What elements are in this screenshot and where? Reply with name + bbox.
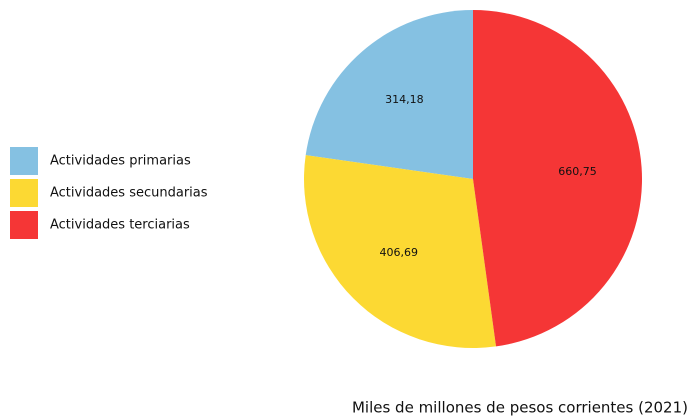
value-label: 314,18 <box>385 93 424 106</box>
pie-slice <box>473 10 643 347</box>
value-label: 406,69 <box>379 246 418 259</box>
legend-swatch <box>10 147 38 175</box>
legend-swatch <box>10 211 38 239</box>
pie-slice <box>305 10 473 179</box>
pie-slice <box>304 155 497 349</box>
legend-label: Actividades secundarias <box>50 186 208 201</box>
legend-label: Actividades terciarias <box>50 218 190 233</box>
value-label: 660,75 <box>558 165 597 178</box>
legend-label: Actividades primarias <box>50 154 191 169</box>
legend-swatch <box>10 179 38 207</box>
caption: Miles de millones de pesos corrientes (2… <box>352 399 688 417</box>
